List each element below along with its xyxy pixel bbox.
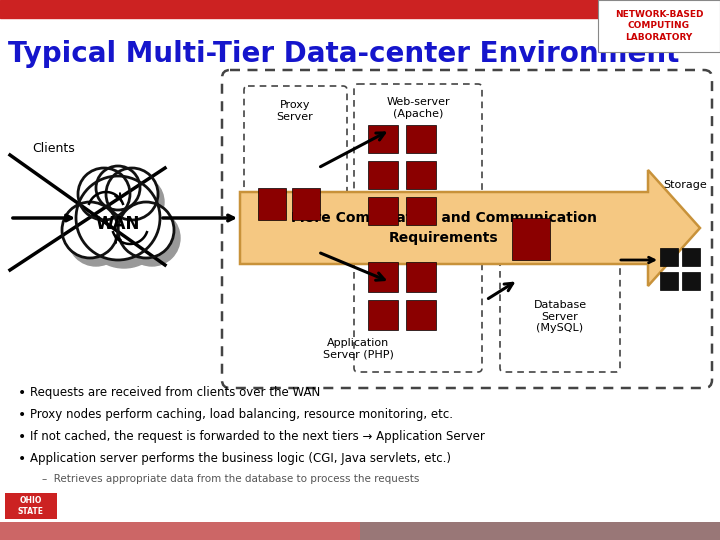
Circle shape xyxy=(78,168,130,220)
Bar xyxy=(406,197,436,225)
Bar xyxy=(660,272,678,290)
FancyBboxPatch shape xyxy=(354,84,482,240)
Bar xyxy=(512,218,550,260)
Text: If not cached, the request is forwarded to the next tiers → Application Server: If not cached, the request is forwarded … xyxy=(30,430,485,443)
Text: Database
Server
(MySQL): Database Server (MySQL) xyxy=(534,300,587,333)
Text: Requests are received from clients over the WAN: Requests are received from clients over … xyxy=(30,386,320,399)
Polygon shape xyxy=(240,170,700,286)
Text: •: • xyxy=(18,430,26,444)
FancyBboxPatch shape xyxy=(244,86,347,242)
Bar xyxy=(406,300,436,330)
Bar xyxy=(0,0,720,18)
Circle shape xyxy=(102,174,146,218)
Bar xyxy=(292,188,320,220)
Bar xyxy=(598,0,720,52)
Bar xyxy=(682,248,700,266)
Bar xyxy=(0,522,720,540)
Bar xyxy=(258,188,286,220)
Text: Web-server
(Apache): Web-server (Apache) xyxy=(386,97,450,119)
Bar xyxy=(406,262,436,292)
Circle shape xyxy=(68,210,124,266)
Bar xyxy=(360,522,720,540)
Bar xyxy=(5,493,57,519)
FancyBboxPatch shape xyxy=(222,70,712,388)
FancyBboxPatch shape xyxy=(354,246,482,372)
Text: Clients: Clients xyxy=(32,141,75,154)
Text: Application server performs the business logic (CGI, Java servlets, etc.): Application server performs the business… xyxy=(30,452,451,465)
Bar xyxy=(368,161,398,189)
Text: Application
Server (PHP): Application Server (PHP) xyxy=(323,338,393,360)
Text: More Computation and Communication
Requirements: More Computation and Communication Requi… xyxy=(291,211,597,245)
Circle shape xyxy=(82,184,166,268)
Text: Proxy
Server: Proxy Server xyxy=(276,100,313,122)
Text: Proxy nodes perform caching, load balancing, resource monitoring, etc.: Proxy nodes perform caching, load balanc… xyxy=(30,408,453,421)
Circle shape xyxy=(62,202,118,258)
Bar xyxy=(368,197,398,225)
Circle shape xyxy=(106,168,158,220)
Text: NETWORK-BASED
COMPUTING
LABORATORY: NETWORK-BASED COMPUTING LABORATORY xyxy=(615,10,703,42)
Bar xyxy=(406,161,436,189)
Bar xyxy=(368,300,398,330)
Circle shape xyxy=(96,166,140,210)
Text: –  Retrieves appropriate data from the database to process the requests: – Retrieves appropriate data from the da… xyxy=(42,474,419,484)
Bar xyxy=(682,272,700,290)
Text: OHIO
STATE: OHIO STATE xyxy=(18,496,44,516)
Circle shape xyxy=(112,176,164,228)
Text: •: • xyxy=(18,408,26,422)
Circle shape xyxy=(84,176,136,228)
Text: •: • xyxy=(18,452,26,466)
Circle shape xyxy=(76,176,160,260)
Circle shape xyxy=(118,202,174,258)
Bar xyxy=(406,125,436,153)
Bar xyxy=(660,248,678,266)
Text: Storage: Storage xyxy=(663,180,707,190)
Text: •: • xyxy=(18,386,26,400)
Bar xyxy=(368,125,398,153)
FancyBboxPatch shape xyxy=(500,196,620,372)
Bar xyxy=(368,262,398,292)
Circle shape xyxy=(124,210,180,266)
Text: WAN: WAN xyxy=(96,215,140,233)
Text: Typical Multi-Tier Data-center Environment: Typical Multi-Tier Data-center Environme… xyxy=(8,40,680,68)
